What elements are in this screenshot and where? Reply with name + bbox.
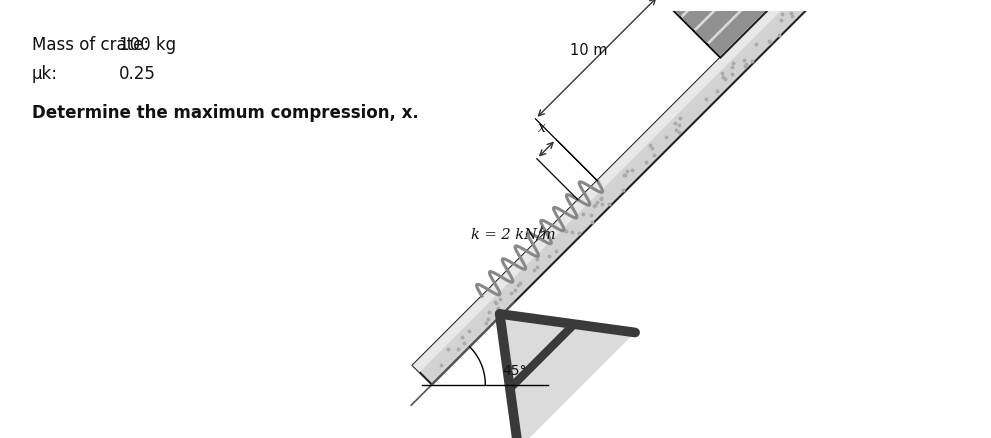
Text: Mass of crate:: Mass of crate: — [32, 36, 149, 54]
Text: x: x — [537, 121, 545, 135]
Polygon shape — [627, 0, 793, 58]
Polygon shape — [412, 0, 805, 372]
Text: 100 kg: 100 kg — [119, 36, 176, 54]
Text: 0.25: 0.25 — [119, 65, 156, 83]
Polygon shape — [499, 314, 635, 438]
Text: μk:: μk: — [32, 65, 57, 83]
Text: 45°: 45° — [502, 363, 527, 377]
Text: Determine the maximum compression, x.: Determine the maximum compression, x. — [32, 103, 418, 121]
Polygon shape — [700, 0, 814, 7]
Text: k = 2 kN/m: k = 2 kN/m — [471, 227, 555, 241]
Text: 10 m: 10 m — [570, 42, 607, 57]
Polygon shape — [412, 0, 817, 385]
